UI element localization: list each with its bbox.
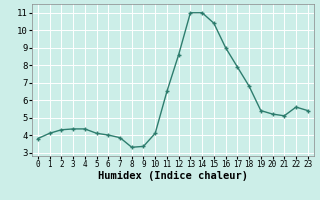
X-axis label: Humidex (Indice chaleur): Humidex (Indice chaleur) <box>98 171 248 181</box>
